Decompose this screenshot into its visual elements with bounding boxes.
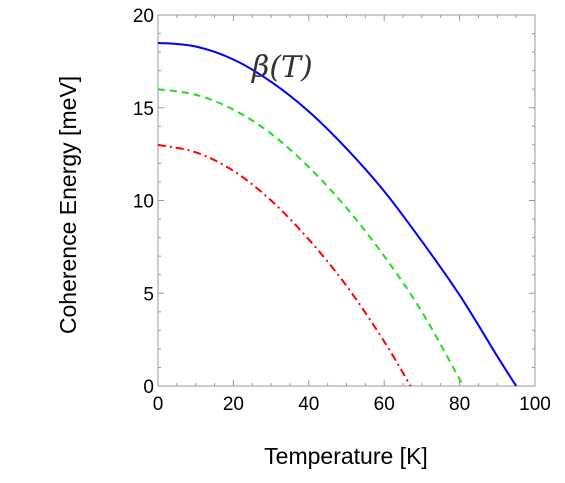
x-axis-title: Temperature [K] [264, 443, 428, 469]
x-tick-label: 0 [153, 394, 164, 415]
y-tick-label: 10 [133, 192, 154, 213]
plot-frame [157, 14, 536, 387]
series-line-1 [157, 88, 465, 387]
series-line-2 [157, 143, 412, 387]
y-tick-label: 15 [133, 99, 154, 120]
x-tick-label: 20 [223, 394, 244, 415]
x-tick-label: 100 [519, 394, 551, 415]
y-tick-label: 5 [143, 284, 154, 305]
x-tick-label: 40 [298, 394, 319, 415]
beta-annotation: β(T) [251, 50, 313, 85]
axes: 0 20 40 60 80 100 0 5 10 15 20 [133, 6, 551, 415]
x-tick-label: 80 [449, 394, 470, 415]
series-lines [157, 41, 517, 387]
y-axis-title: Coherence Energy [meV] [55, 76, 81, 334]
y-tick-label: 20 [133, 6, 154, 27]
y-tick-label: 0 [143, 377, 154, 398]
x-tick-label: 60 [374, 394, 395, 415]
series-line-0 [157, 41, 517, 387]
